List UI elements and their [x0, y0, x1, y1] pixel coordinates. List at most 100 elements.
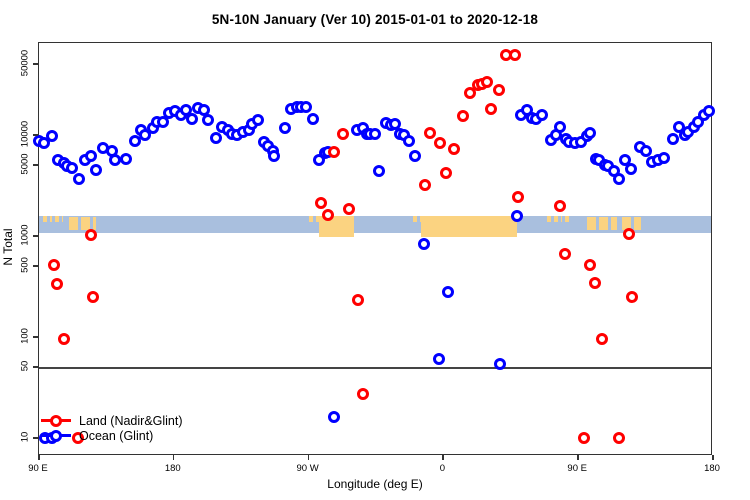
- data-point: [612, 432, 625, 444]
- data-point: [623, 227, 636, 240]
- y-tick-label: 10000: [19, 120, 31, 148]
- x-axis-title: Longitude (deg E): [327, 477, 423, 491]
- data-point: [328, 145, 341, 158]
- data-point: [447, 143, 460, 156]
- data-point: [554, 121, 567, 134]
- data-point: [372, 165, 385, 177]
- data-point: [119, 152, 132, 165]
- data-point: [356, 388, 369, 401]
- data-point: [440, 167, 453, 180]
- data-point: [512, 190, 525, 203]
- x-tick: [307, 455, 310, 460]
- data-point: [202, 114, 215, 127]
- data-point: [85, 229, 98, 242]
- data-point: [71, 432, 84, 444]
- data-point: [128, 134, 141, 147]
- data-point: [588, 277, 601, 290]
- y-tick-label: 5000: [19, 153, 31, 175]
- data-point: [434, 136, 447, 149]
- data-point: [268, 149, 281, 162]
- land-patch: [319, 215, 354, 237]
- y-tick: [33, 235, 38, 237]
- x-tick: [172, 455, 175, 460]
- data-point: [639, 144, 652, 157]
- y-tick: [33, 63, 38, 65]
- data-point: [352, 294, 365, 307]
- data-point: [584, 126, 597, 139]
- land-patch: [564, 215, 573, 222]
- x-tick-label: 90 E: [567, 463, 587, 474]
- y-tick-label: 500: [19, 257, 31, 274]
- data-point: [368, 127, 381, 140]
- data-point: [702, 105, 715, 118]
- legend-item-land: Land (Nadir&Glint): [41, 413, 183, 428]
- data-point: [328, 411, 341, 424]
- data-point: [65, 162, 78, 175]
- land-series-marker-icon: [41, 414, 71, 427]
- land-patch: [43, 215, 53, 222]
- data-point: [89, 164, 102, 177]
- x-tick-label: 180: [164, 463, 181, 474]
- data-point: [596, 332, 609, 345]
- data-point: [337, 127, 350, 140]
- data-point: [578, 432, 591, 444]
- data-point: [618, 153, 631, 166]
- legend-item-ocean: Ocean (Glint): [41, 428, 183, 443]
- data-point: [419, 178, 432, 191]
- data-point: [423, 126, 436, 139]
- data-point: [417, 237, 430, 250]
- y-tick-label: 50000: [19, 50, 31, 77]
- legend-label-land: Land (Nadir&Glint): [79, 413, 183, 428]
- data-point: [509, 48, 522, 61]
- data-point: [50, 277, 63, 290]
- land-patch: [55, 215, 63, 222]
- data-point: [492, 83, 505, 96]
- x-tick-label: 0: [439, 463, 446, 474]
- data-point: [456, 110, 469, 123]
- data-point: [584, 258, 597, 271]
- data-point: [626, 290, 639, 303]
- land-patch: [308, 215, 320, 222]
- data-point: [343, 203, 356, 216]
- data-point: [251, 114, 264, 127]
- data-point: [314, 197, 327, 210]
- x-tick: [577, 455, 579, 460]
- data-point: [47, 258, 60, 271]
- data-point: [441, 285, 454, 298]
- data-point: [624, 163, 637, 176]
- land-patch: [413, 215, 423, 222]
- y-tick: [33, 134, 38, 136]
- land-patch: [587, 216, 618, 230]
- x-tick: [712, 455, 714, 460]
- data-point: [299, 101, 312, 114]
- data-point: [307, 113, 320, 126]
- x-tick-label: 90 E: [28, 463, 48, 474]
- legend-label-ocean: Ocean (Glint): [79, 428, 154, 443]
- data-point: [612, 172, 625, 185]
- data-point: [657, 152, 670, 165]
- y-axis-title: N Total: [1, 228, 15, 266]
- data-point: [322, 209, 335, 222]
- x-tick-label: 90 W: [296, 463, 319, 474]
- land-patch: [420, 215, 517, 237]
- data-point: [46, 130, 59, 143]
- y-tick: [33, 336, 38, 338]
- data-point: [432, 352, 445, 365]
- map-band: [39, 215, 711, 237]
- data-point: [402, 134, 415, 147]
- data-point: [209, 131, 222, 144]
- y-tick-label: 10: [19, 431, 31, 443]
- y-tick: [33, 164, 38, 166]
- data-point: [554, 199, 567, 212]
- y-tick: [33, 437, 38, 439]
- ocean-series-marker-icon: [41, 429, 71, 442]
- data-point: [408, 149, 421, 162]
- x-tick: [442, 455, 444, 460]
- data-point: [666, 132, 679, 145]
- data-point: [480, 76, 493, 89]
- data-point: [73, 172, 86, 185]
- data-point: [485, 103, 498, 116]
- data-point: [86, 290, 99, 303]
- data-point: [558, 248, 571, 261]
